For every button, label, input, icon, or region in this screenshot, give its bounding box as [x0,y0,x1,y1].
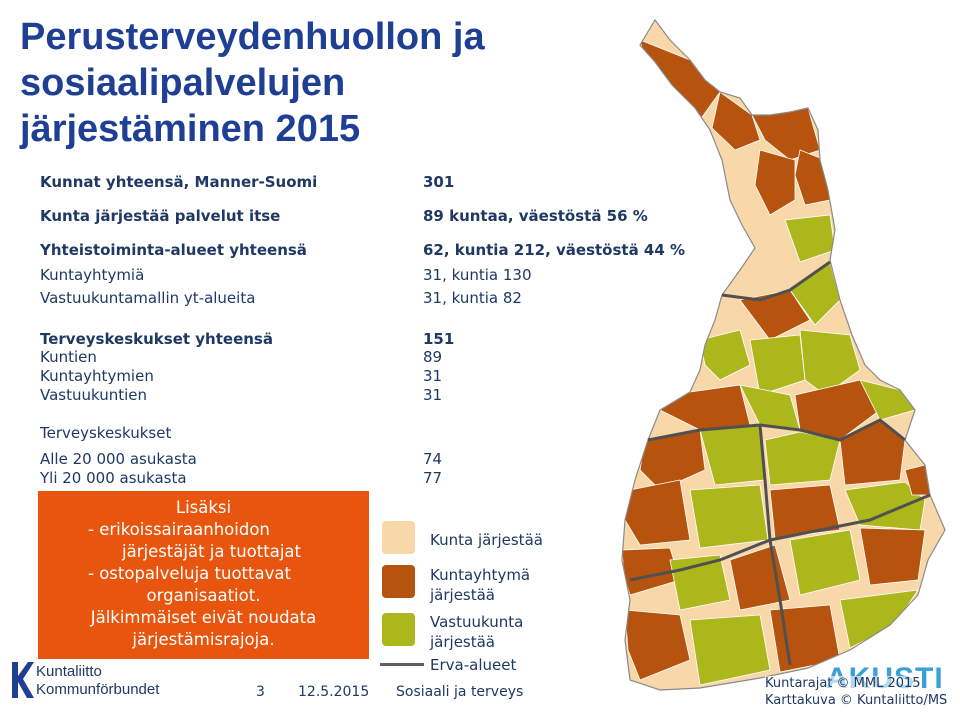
legend-label-line: järjestää [430,586,496,604]
callout-line: - erikoissairaanhoidon [88,520,270,539]
map-region [844,481,926,531]
legend-swatch-kuntayhtyma [382,565,415,598]
stat-value: 77 [423,469,443,487]
stat-label: Kunnat yhteensä, Manner-Suomi [40,173,318,191]
legend-label-vastuukunta: Vastuukunta järjestää [430,612,523,652]
footer-date: 12.5.2015 [298,684,370,700]
map-region [794,379,881,441]
map-region [739,289,811,341]
stat-label: Terveyskeskukset yhteensä [40,330,273,348]
stat-label: Vastuukuntien [40,386,148,404]
stat-value: 62, kuntia 212, väestöstä 44 % [423,241,686,259]
map-region [699,329,751,381]
callout-line: organisaatiot. [146,586,261,605]
stat-value: 151 [423,330,455,348]
stat-value: 31 [423,367,443,385]
logo-text-line-2: Kommunförbundet [36,681,160,698]
map-region [689,484,769,549]
page-title: Perusterveydenhuollon ja sosiaalipalvelu… [20,14,580,152]
stat-value: 31 [423,386,443,404]
callout-line: järjestämisrajoja. [132,630,275,649]
stat-value: 301 [423,173,455,191]
callout-box: Lisäksi - erikoissairaanhoidon järjestäj… [38,491,369,659]
stat-label: Terveyskeskukset [40,424,172,442]
legend-line-erva [380,663,424,666]
map-region [839,589,919,649]
callout-line: - ostopalveluja tuottavat [88,564,291,583]
legend-label-erva: Erva-alueet [430,656,517,674]
map-region [754,149,796,216]
map-region [859,527,926,586]
map-region [711,91,761,151]
map-region [799,329,861,396]
credits-line-1: Kuntarajat © MML 2015 [765,676,921,692]
title-line-2: sosiaalipalvelujen [20,62,346,104]
stat-label: Yhteistoiminta-alueet yhteensä [40,241,307,259]
title-line-3: järjestäminen 2015 [20,108,361,150]
map-region [769,484,841,539]
legend-label-line: järjestää [430,633,496,651]
stat-label: Yli 20 000 asukasta [40,469,187,487]
stat-label: Vastuukuntamallin yt-alueita [40,289,256,307]
logo-text-line-1: Kuntaliitto [36,663,102,680]
country-outline [621,18,946,691]
legend-label-kuntayhtyma: Kuntayhtymä järjestää [430,565,530,605]
stat-label: Alle 20 000 asukasta [40,450,197,468]
map-land [622,20,945,690]
map-region [764,431,841,486]
stat-value: 31, kuntia 130 [423,266,532,284]
legend-swatch-kunta [382,521,415,554]
stat-label: Kuntayhtymien [40,367,154,385]
erva-boundaries [629,260,931,666]
legend-label-line: Kuntayhtymä [430,566,531,584]
map-region [624,479,691,546]
map-region [669,554,731,611]
stat-value: 89 kuntaa, väestöstä 56 % [423,207,648,225]
footer-topic: Sosiaali ja terveys [396,684,524,700]
credits-line-2: Karttakuva © Kuntaliitto/MS [765,693,948,709]
callout-line: Lisäksi [175,498,232,517]
stat-label: Kuntayhtymiä [40,266,145,284]
stat-value: 89 [423,348,443,366]
stat-value: 74 [423,450,443,468]
kuntaliitto-logo-icon [12,662,34,698]
callout-line: Jälkimmäiset eivät noudata [90,608,317,627]
legend-label-line: Vastuukunta [430,613,524,631]
title-line-1: Perusterveydenhuollon ja [20,16,485,58]
map-region [689,614,771,686]
map-region [624,609,691,681]
stat-label: Kuntien [40,348,97,366]
callout-line: järjestäjät ja tuottajat [122,542,301,561]
stat-label: Kunta järjestää palvelut itse [40,207,281,225]
footer-page-number: 3 [256,684,265,700]
stat-value: 31, kuntia 82 [423,289,522,307]
legend-swatch-vastuukunta [382,613,415,646]
map-region [789,529,861,596]
legend-label-kunta: Kunta järjestää [430,531,543,549]
